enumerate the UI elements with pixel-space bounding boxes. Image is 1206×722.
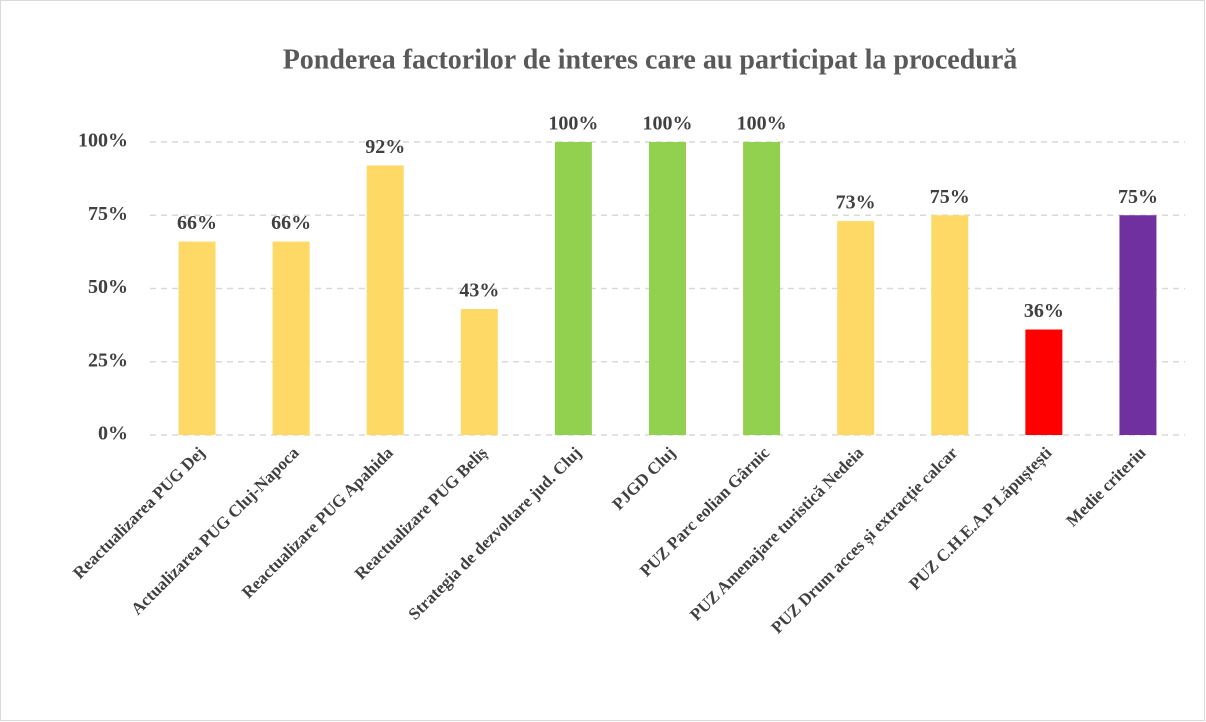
y-tick-label: 0%: [98, 423, 128, 445]
bar: [460, 309, 498, 435]
y-tick-label: 25%: [88, 349, 128, 371]
data-label: 36%: [1024, 300, 1064, 322]
data-label: 100%: [737, 113, 787, 135]
y-tick-label: 100%: [78, 130, 128, 152]
bar: [1119, 215, 1157, 435]
data-label: 100%: [548, 113, 598, 135]
chart-title: Ponderea factorilor de interes care au p…: [283, 44, 1018, 75]
bar: [649, 142, 686, 435]
bar: [366, 165, 404, 435]
bar: [272, 241, 310, 435]
data-label: 43%: [459, 280, 499, 302]
bar: [837, 221, 875, 435]
bar: [1025, 329, 1063, 435]
bar: [178, 241, 216, 435]
data-label: 92%: [365, 136, 405, 158]
data-label: 100%: [643, 113, 693, 135]
bar: [743, 142, 781, 435]
y-tick-label: 75%: [88, 203, 128, 225]
data-label: 75%: [930, 186, 970, 208]
data-label: 66%: [177, 212, 217, 234]
y-tick-label: 50%: [88, 276, 128, 298]
bar: [931, 215, 969, 435]
data-label: 75%: [1118, 186, 1158, 208]
data-label: 73%: [836, 192, 876, 214]
data-label: 66%: [271, 212, 311, 234]
bar: [554, 142, 592, 435]
